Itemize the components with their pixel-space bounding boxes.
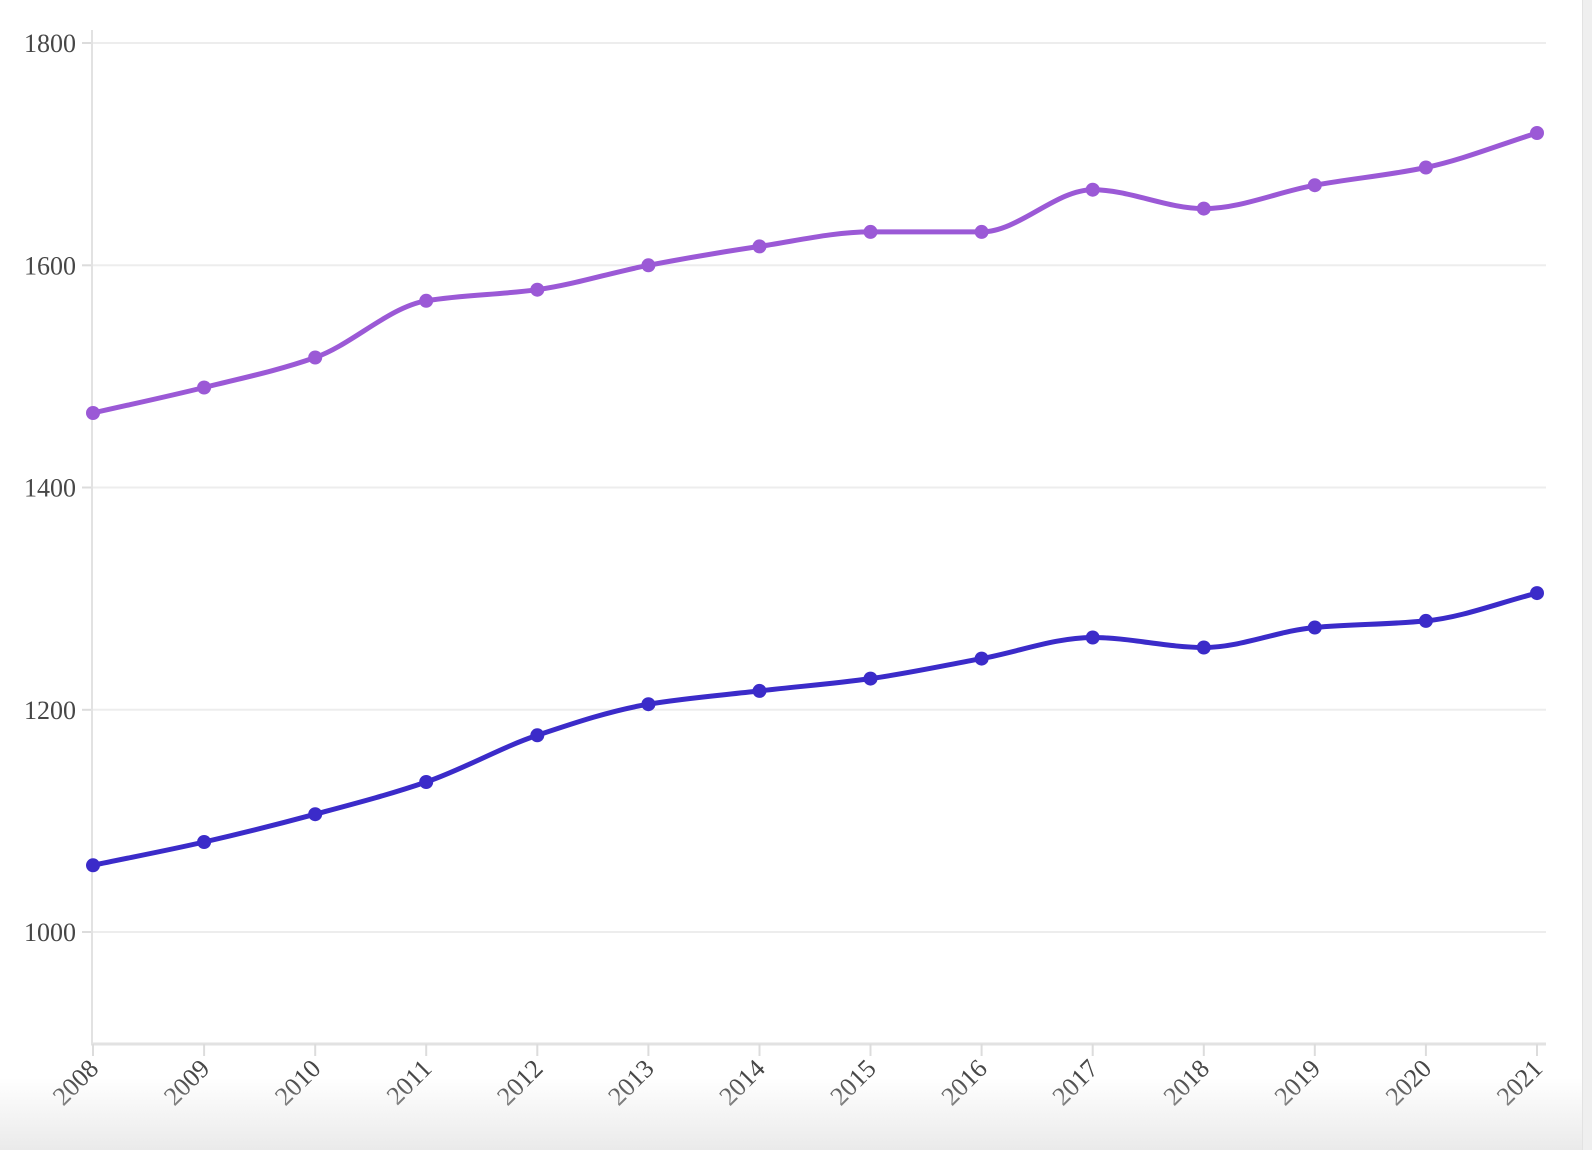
series-line-upper <box>90 130 1540 416</box>
data-point-lower-2021[interactable] <box>1530 586 1544 601</box>
data-point-upper-2010[interactable] <box>308 350 323 365</box>
data-point-lower-2012[interactable] <box>530 728 545 743</box>
y-tick-label: 1600 <box>24 251 76 280</box>
y-tick-label: 1200 <box>24 696 76 725</box>
data-point-upper-2020[interactable] <box>1418 160 1433 175</box>
data-point-lower-2013[interactable] <box>641 697 656 712</box>
data-point-upper-2021[interactable] <box>1530 126 1544 140</box>
data-point-lower-2010[interactable] <box>308 807 323 822</box>
data-point-lower-2014[interactable] <box>752 683 767 698</box>
page-edge-strip <box>1582 0 1592 1150</box>
data-point-lower-2016[interactable] <box>974 651 989 666</box>
data-point-lower-2015[interactable] <box>863 671 878 686</box>
y-tick-label: 1400 <box>24 474 76 503</box>
data-point-lower-2017[interactable] <box>1085 630 1100 645</box>
data-point-upper-2013[interactable] <box>641 258 656 273</box>
data-point-upper-2018[interactable] <box>1196 201 1211 216</box>
data-point-upper-2009[interactable] <box>197 380 212 395</box>
data-point-lower-2019[interactable] <box>1307 620 1322 635</box>
data-point-upper-2011[interactable] <box>419 293 434 308</box>
data-point-upper-2017[interactable] <box>1085 182 1100 197</box>
data-point-upper-2015[interactable] <box>863 224 878 239</box>
data-point-lower-2011[interactable] <box>419 775 434 789</box>
series-line-lower <box>90 590 1540 868</box>
data-point-upper-2016[interactable] <box>974 224 989 239</box>
data-point-lower-2020[interactable] <box>1418 613 1433 628</box>
data-point-upper-2014[interactable] <box>752 239 767 254</box>
data-point-upper-2012[interactable] <box>530 282 545 297</box>
y-tick-label: 1800 <box>24 29 76 58</box>
data-point-upper-2008[interactable] <box>86 406 100 420</box>
y-tick-label: 1000 <box>24 918 76 947</box>
data-point-lower-2008[interactable] <box>86 858 100 873</box>
data-point-lower-2018[interactable] <box>1196 640 1211 655</box>
data-point-lower-2009[interactable] <box>197 835 212 849</box>
data-point-upper-2019[interactable] <box>1307 178 1322 193</box>
